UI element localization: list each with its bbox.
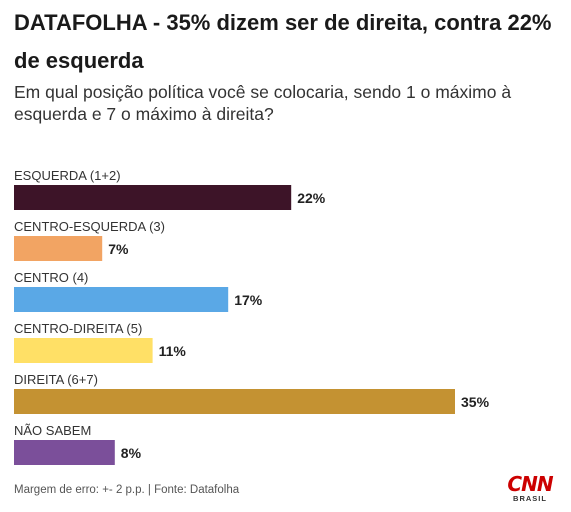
value-label: 17%	[234, 292, 263, 308]
value-label: 22%	[297, 190, 326, 206]
chart-subtitle: Em qual posição política você se colocar…	[14, 82, 512, 124]
category-label: ESQUERDA (1+2)	[14, 168, 121, 183]
bar-chart: ESQUERDA (1+2) 22% CENTRO-ESQUERDA (3) 7% CE…	[14, 168, 490, 465]
category-label: CENTRO-ESQUERDA (3)	[14, 219, 165, 234]
bar	[14, 185, 292, 210]
category-label: DIREITA (6+7)	[14, 372, 98, 387]
value-label: 11%	[159, 343, 187, 359]
logo-sub-text: BRASIL	[513, 494, 547, 503]
category-label: CENTRO-DIREITA (5)	[14, 321, 142, 336]
bar	[14, 389, 455, 414]
chart-title: DATAFOLHA - 35% dizem ser de direita, co…	[14, 10, 552, 73]
bar	[14, 338, 153, 363]
bar	[14, 440, 115, 465]
value-label: 8%	[121, 445, 142, 461]
logo-main-text: CNN	[507, 472, 553, 496]
bar	[14, 287, 229, 312]
category-label: CENTRO (4)	[14, 270, 88, 285]
value-label: 35%	[461, 394, 490, 410]
value-label: 7%	[108, 241, 129, 257]
source-note: Margem de erro: +- 2 p.p. | Fonte: Dataf…	[14, 484, 240, 496]
cnn-brasil-logo: CNN BRASIL	[505, 473, 555, 505]
bar	[14, 236, 103, 261]
category-label: NÃO SABEM	[14, 423, 91, 438]
